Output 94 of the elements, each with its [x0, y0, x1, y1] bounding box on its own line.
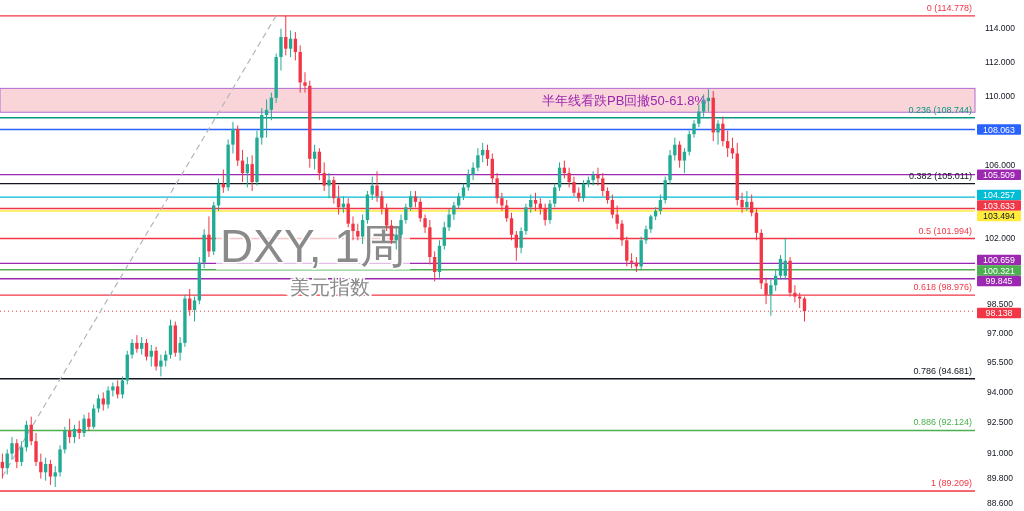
candlestick	[644, 225, 648, 245]
candlestick	[447, 208, 451, 232]
candlestick	[245, 156, 250, 188]
ref-line-label: 105.509	[983, 169, 1015, 180]
y-tick-label: 98.500	[987, 298, 1014, 309]
candlestick	[745, 190, 749, 212]
ref-line-label: 0.886 (92.124)	[913, 417, 972, 428]
ref-line-label: 0.5 (101.994)	[918, 225, 972, 236]
candlestick	[144, 338, 149, 362]
candlestick	[769, 279, 773, 317]
y-tick-label: 92.500	[987, 417, 1014, 428]
candlestick	[452, 201, 456, 221]
candlestick	[567, 167, 571, 188]
candlestick	[154, 346, 158, 371]
candlestick	[375, 170, 379, 203]
candlestick	[34, 432, 38, 467]
candlestick	[677, 140, 682, 169]
candlestick	[159, 354, 163, 377]
y-tick-label: 88.600	[987, 498, 1014, 509]
candlestick	[96, 393, 101, 414]
candlestick	[495, 172, 499, 205]
candlestick	[279, 28, 283, 72]
candlestick	[111, 381, 115, 397]
candlestick	[692, 119, 696, 139]
candlestick	[649, 214, 653, 234]
candlestick	[58, 444, 62, 477]
y-tick-label: 97.000	[987, 327, 1014, 338]
candlestick	[303, 71, 307, 94]
candlestick	[48, 459, 53, 486]
candlestick	[53, 465, 57, 488]
ref-line-label: 108.063	[983, 124, 1015, 135]
candlestick	[596, 167, 600, 187]
candlestick	[476, 147, 480, 172]
candlestick	[135, 334, 139, 354]
ref-line-label: 99.845	[985, 276, 1013, 287]
candlestick	[524, 203, 528, 236]
candlestick	[178, 336, 182, 362]
candlestick	[423, 214, 427, 234]
ref-line-label: 0 (114.778)	[926, 2, 972, 13]
y-tick-label: 91.000	[987, 448, 1014, 459]
y-tick-label: 89.800	[987, 473, 1014, 484]
candlestick	[260, 107, 264, 146]
y-tick-label: 110.000	[984, 90, 1016, 101]
ref-line-label: 103.633	[983, 200, 1015, 211]
candlestick	[553, 183, 557, 208]
y-tick-label: 112.000	[984, 56, 1016, 67]
candlestick	[697, 104, 701, 128]
candlestick	[601, 172, 605, 197]
ref-line-label: 0.786 (94.681)	[913, 365, 972, 376]
candlestick	[687, 130, 691, 156]
candlestick	[370, 176, 374, 201]
candlestick	[87, 412, 91, 432]
candlestick	[106, 385, 110, 410]
y-tick-label: 94.000	[987, 386, 1014, 397]
text: 美元指数	[290, 276, 370, 298]
candlestick	[250, 154, 254, 192]
candlestick	[404, 203, 408, 225]
ref-line-label: 0.236 (108.744)	[908, 104, 972, 115]
candlestick	[149, 344, 153, 368]
candlestick	[327, 172, 331, 199]
candlestick	[442, 221, 446, 251]
candlestick	[663, 176, 667, 205]
y-tick-label: 106.000	[984, 160, 1016, 171]
y-tick-label: 95.500	[987, 357, 1014, 368]
candlestick	[39, 453, 43, 480]
candlestick	[721, 116, 725, 147]
candlestick	[130, 338, 134, 360]
candlestick	[548, 199, 552, 225]
ref-line-label: 0.618 (98.976)	[913, 282, 972, 293]
candlestick	[432, 250, 437, 282]
candlestick	[231, 121, 235, 154]
candlestick	[192, 296, 197, 323]
text: DXY, 1周	[220, 220, 406, 272]
candlestick	[322, 161, 326, 192]
y-tick-label: 114.000	[984, 23, 1016, 34]
ref-line-label: 98.138	[985, 308, 1013, 319]
ref-line-label: 104.257	[983, 190, 1015, 201]
ref-line-label: 103.494	[983, 211, 1015, 222]
candlestick	[15, 438, 19, 469]
candlestick	[10, 436, 14, 461]
candlestick	[19, 440, 24, 467]
candlestick	[101, 391, 105, 412]
candlestick	[572, 176, 576, 197]
candlestick	[519, 226, 523, 254]
candlestick	[716, 119, 720, 146]
candlestick	[82, 414, 86, 438]
ref-line-label: 100.659	[983, 255, 1015, 266]
y-tick-label: 102.000	[984, 232, 1016, 243]
candlestick	[485, 144, 490, 167]
ref-line-label: 1 (89.209)	[930, 478, 972, 489]
candlestick	[471, 161, 475, 181]
candlestick	[682, 147, 687, 174]
candlestick	[63, 426, 67, 455]
ref-line-label: 100.321	[983, 265, 1015, 276]
